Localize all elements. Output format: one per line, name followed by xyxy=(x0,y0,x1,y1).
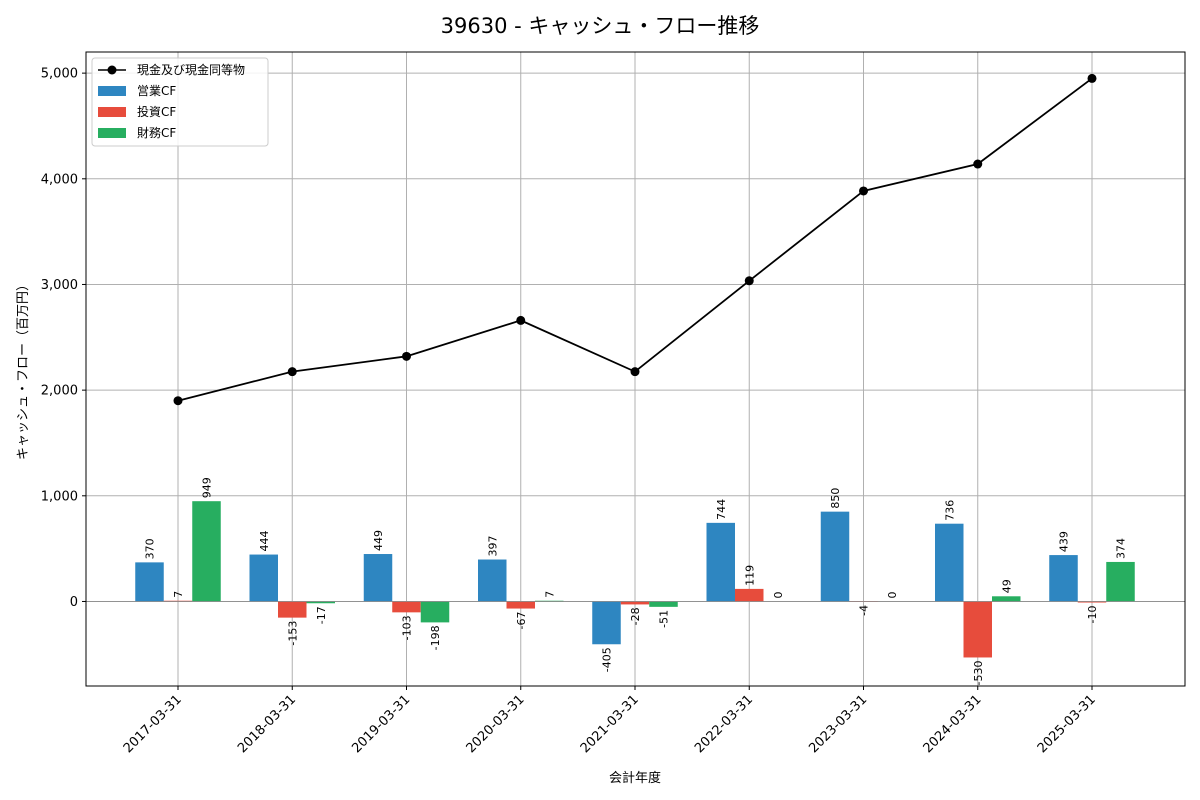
bar-value-label: 736 xyxy=(943,500,956,521)
bar-value-label: 439 xyxy=(1058,531,1071,552)
cash-line-point xyxy=(744,276,754,286)
legend-swatch-investing xyxy=(98,107,126,117)
x-tick-label: 2024-03-31 xyxy=(921,692,985,756)
bar-value-label: 0 xyxy=(886,591,899,598)
bar-value-label: -17 xyxy=(315,606,328,624)
bar-value-label: 49 xyxy=(1000,579,1013,593)
bar-value-label: 744 xyxy=(715,499,728,520)
bar-value-label: 397 xyxy=(486,536,499,557)
x-axis: 2017-03-31 2018-03-31 2019-03-31 2020-03-31… xyxy=(121,686,1099,756)
bar-value-label: -67 xyxy=(515,612,528,630)
bar-0 xyxy=(478,559,507,602)
bar-value-label: 444 xyxy=(258,531,271,552)
bar-value-label: -4 xyxy=(858,605,871,616)
y-tick-label: 1,000 xyxy=(41,489,78,504)
cash-line-point xyxy=(1087,73,1097,83)
bar-1 xyxy=(735,588,764,602)
x-tick-label: 2021-03-31 xyxy=(578,692,642,756)
grid-layer xyxy=(86,52,1185,686)
bar-0 xyxy=(935,523,964,602)
bar-0 xyxy=(363,554,393,602)
bar-value-label: -103 xyxy=(401,615,414,640)
bar-0 xyxy=(135,562,164,602)
bar-value-label: 374 xyxy=(1115,538,1128,559)
bar-2 xyxy=(992,596,1021,602)
bar-labels-layer: 370 444 449 397 -405 744 850 736 439 7 -153 -103 -67… xyxy=(144,477,1128,685)
legend-label-investing: 投資CF xyxy=(137,104,176,119)
cash-line-point xyxy=(859,186,868,196)
bar-value-label: 949 xyxy=(201,477,214,498)
x-tick-label: 2023-03-31 xyxy=(806,692,870,756)
bar-0 xyxy=(820,511,850,602)
x-tick-label: 2017-03-31 xyxy=(121,692,185,756)
bar-value-label: -530 xyxy=(972,660,985,685)
bar-1 xyxy=(620,601,650,605)
bar-2 xyxy=(192,501,221,602)
x-tick-label: 2020-03-31 xyxy=(464,692,528,756)
bar-1 xyxy=(506,601,535,609)
cash-line-point xyxy=(630,367,640,377)
x-tick-label: 2018-03-31 xyxy=(235,692,299,756)
bar-value-label: 0 xyxy=(772,591,785,598)
bar-0 xyxy=(592,601,621,645)
bar-value-label: -405 xyxy=(601,647,614,672)
y-axis-label: キャッシュ・フロー（百万円） xyxy=(16,278,31,460)
y-tick-label: 3,000 xyxy=(41,278,78,293)
cash-line-point xyxy=(402,351,411,361)
bar-value-label: 119 xyxy=(743,565,756,586)
y-tick-label: 0 xyxy=(70,595,78,610)
bar-1 xyxy=(392,601,421,613)
legend: 現金及び現金同等物 営業CF 投資CF 財務CF xyxy=(91,57,269,147)
bar-value-label: -28 xyxy=(629,607,642,625)
bar-value-label: -153 xyxy=(286,621,299,646)
legend-label-operating: 営業CF xyxy=(137,84,176,98)
y-tick-label: 5,000 xyxy=(41,67,78,82)
y-tick-label: 2,000 xyxy=(41,384,78,399)
bar-value-label: -51 xyxy=(658,610,671,628)
bar-0 xyxy=(249,554,278,602)
y-axis: 0 1,000 2,000 3,000 4,000 5,000 xyxy=(41,67,86,610)
cash-line-point xyxy=(287,367,297,377)
bar-value-label: 370 xyxy=(144,538,157,559)
bar-value-label: -198 xyxy=(429,625,442,650)
bar-0 xyxy=(1049,555,1078,602)
x-tick-label: 2022-03-31 xyxy=(692,692,756,756)
bar-2 xyxy=(306,601,335,604)
bar-1 xyxy=(963,601,992,658)
cash-line-point xyxy=(516,315,526,325)
legend-swatch-financing xyxy=(98,128,126,138)
bar-2 xyxy=(1106,561,1135,602)
bar-0 xyxy=(706,522,735,602)
bar-value-label: 7 xyxy=(172,591,185,598)
bar-value-label: 7 xyxy=(543,591,556,598)
bars-layer xyxy=(86,501,1185,658)
legend-label-financing: 財務CF xyxy=(137,125,176,140)
bar-value-label: 449 xyxy=(372,530,385,551)
x-tick-label: 2025-03-31 xyxy=(1035,692,1099,756)
bar-1 xyxy=(1077,601,1107,603)
bar-2 xyxy=(420,601,450,623)
line-layer xyxy=(173,73,1097,406)
cash-line-point xyxy=(173,396,183,406)
cash-line-point xyxy=(973,159,983,169)
legend-line-marker xyxy=(107,65,117,75)
bar-2 xyxy=(649,601,678,607)
bar-1 xyxy=(278,601,307,618)
legend-frame xyxy=(91,57,269,147)
legend-swatch-operating xyxy=(98,86,126,96)
y-tick-label: 4,000 xyxy=(41,172,78,187)
chart-title: 39630 - キャッシュ・フロー推移 xyxy=(441,14,760,38)
legend-label-cash: 現金及び現金同等物 xyxy=(137,62,245,77)
bar-value-label: 850 xyxy=(829,488,842,509)
bar-value-label: -10 xyxy=(1086,606,1099,624)
x-tick-label: 2019-03-31 xyxy=(349,692,413,756)
x-axis-label: 会計年度 xyxy=(609,770,661,786)
